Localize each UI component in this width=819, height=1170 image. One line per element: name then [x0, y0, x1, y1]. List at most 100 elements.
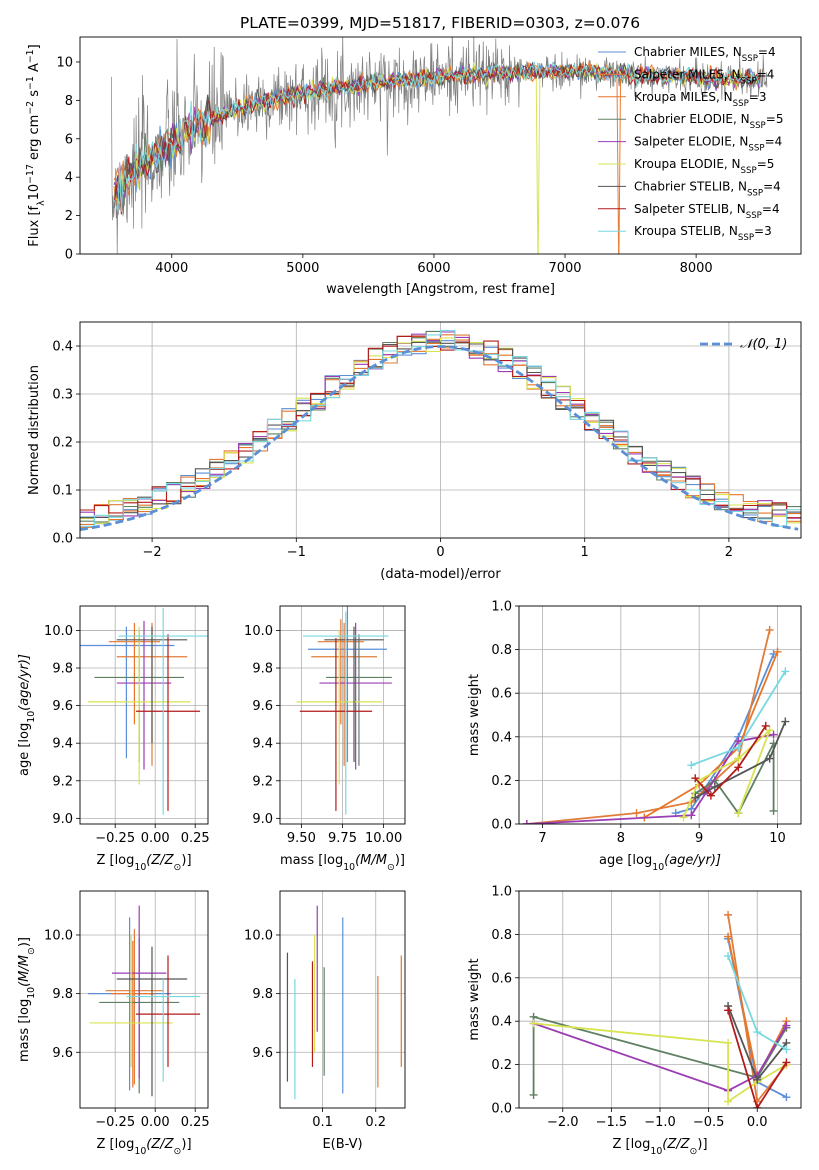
axes-frame — [79, 321, 802, 539]
residual-histogram-6 — [80, 341, 801, 519]
y-axis-label: mass weight — [467, 674, 482, 756]
y-tick-label: 4 — [65, 171, 73, 186]
model-spectrum-7 — [113, 63, 761, 215]
legend-entry: Chabrier STELIB, NSSP=4 — [634, 179, 781, 198]
data-point-marker — [691, 793, 700, 802]
y-tick-label: 0.4 — [491, 1015, 512, 1030]
mass-weight-series-3 — [532, 1015, 788, 1095]
y-tick-label: 9.8 — [252, 662, 273, 677]
data-point-marker — [691, 774, 700, 783]
x-axis-label-part: Z [log — [96, 853, 134, 868]
mass-weight-series-7 — [727, 1010, 788, 1108]
y-tick-label: 9.0 — [52, 812, 73, 827]
x-tick-label: 0.25 — [181, 1115, 210, 1130]
x-axis-label-part: 10 — [652, 862, 664, 873]
model-spectrum-8 — [113, 61, 761, 212]
y-tick-label: 10.0 — [244, 928, 273, 943]
data-point-marker — [679, 813, 688, 822]
data-point-marker — [734, 743, 743, 752]
mass-weight-series-1 — [526, 629, 771, 824]
legend-entry: Kroupa ELODIE, NSSP=5 — [634, 157, 774, 176]
axes-frame — [79, 605, 209, 825]
x-axis-label: mass [log10(M/M⊙)] — [280, 853, 405, 873]
residual-histogram-7 — [80, 335, 801, 519]
plot-area — [88, 905, 200, 1097]
figure-title: PLATE=0399, MJD=51817, FIBERID=0303, z=0… — [240, 14, 640, 32]
data-point-marker — [522, 820, 531, 824]
y-tick-label: 0.4 — [52, 340, 73, 355]
y-tick-label: 6 — [65, 132, 73, 147]
y-tick-label: 10.0 — [244, 624, 273, 639]
legend-entry: 𝒩(0, 1) — [740, 337, 787, 352]
legend-entry-part: =4 — [762, 202, 780, 216]
x-tick-label: 1 — [581, 545, 589, 560]
x-axis-label-part: ⊙ — [690, 1146, 698, 1157]
y-axis-label: Normed distribution — [27, 365, 42, 495]
data-point-marker — [724, 952, 733, 961]
x-axis-label-part: (Z/Z — [146, 1137, 174, 1152]
data-point-marker — [769, 806, 778, 815]
x-axis-label-part: 10 — [343, 862, 355, 873]
x-axis-label-part: (data-model)/error — [380, 567, 501, 582]
legend-entry-part: =5 — [766, 112, 784, 126]
y-axis-label-part: erg cm — [27, 115, 42, 164]
axes-frame — [79, 36, 802, 255]
x-tick-label: −2 — [143, 545, 162, 560]
data-point-marker — [687, 761, 696, 770]
y-axis-label-part: (age/yr)] — [17, 654, 32, 711]
x-axis-label: Z [log10(Z/Z⊙)] — [96, 853, 191, 873]
y-tick-label: 9.2 — [252, 774, 273, 789]
x-tick-label: −2.0 — [547, 1115, 579, 1130]
plot-area — [296, 606, 392, 815]
x-tick-label: 7000 — [548, 261, 581, 276]
legend-entry-part: SSP — [741, 76, 757, 86]
y-axis-label-part: (M/M — [17, 955, 32, 987]
data-point-marker — [724, 1006, 733, 1015]
mass-weight-series-5 — [682, 729, 771, 818]
y-tick-label: 0.1 — [52, 484, 73, 499]
plot-area — [529, 910, 791, 1108]
data-point-marker — [734, 763, 743, 772]
legend-entry-part: SSP — [738, 233, 754, 243]
x-tick-label: 8 — [617, 831, 625, 846]
data-point-marker — [782, 1058, 791, 1067]
y-tick-label: 0.0 — [491, 818, 512, 833]
y-tick-label: 0.6 — [491, 687, 512, 702]
legend-entry-part: Salpeter STELIB, N — [634, 202, 746, 216]
x-tick-label: −0.25 — [95, 1115, 135, 1130]
y-axis-label-part: −2 — [25, 101, 36, 115]
y-tick-label: 10.0 — [44, 928, 73, 943]
y-tick-label: 0.4 — [491, 730, 512, 745]
axes-frame — [518, 890, 802, 1109]
x-axis-label-part: wavelength [Angstrom, rest frame] — [326, 282, 555, 297]
data-point-marker — [782, 1045, 791, 1054]
y-tick-label: 1.0 — [491, 600, 512, 615]
mass-weight-series-7 — [694, 725, 767, 798]
legend-entry-part: SSP — [750, 121, 766, 131]
data-point-marker — [761, 721, 770, 730]
x-axis-label-part: 10 — [134, 862, 146, 873]
x-axis-label: Z [log10(Z/Z⊙)] — [612, 1137, 707, 1157]
data-point-marker — [710, 782, 719, 791]
residual-histogram-8 — [80, 330, 801, 527]
x-tick-label: −0.5 — [693, 1115, 725, 1130]
y-axis-label-part: s — [27, 90, 42, 101]
x-tick-label: 0.0 — [747, 1115, 768, 1130]
y-tick-label: 8 — [65, 94, 73, 109]
y-axis-label-part: A — [27, 63, 42, 76]
x-tick-label: 0 — [436, 545, 444, 560]
data-point-marker — [782, 1021, 791, 1030]
x-tick-label: −0.25 — [95, 831, 135, 846]
normal-reference-curve — [80, 345, 799, 531]
x-tick-label: 0.25 — [181, 831, 210, 846]
y-tick-label: 0.0 — [52, 532, 73, 547]
x-tick-label: 10.00 — [365, 831, 402, 846]
y-tick-label: 2 — [65, 209, 73, 224]
data-point-marker — [529, 1019, 538, 1028]
x-tick-label: 0.00 — [141, 831, 170, 846]
x-axis-label-part: ⊙ — [174, 1146, 182, 1157]
x-tick-label: 8000 — [680, 261, 713, 276]
legend-entry-part: Salpeter ELODIE, N — [634, 135, 748, 149]
